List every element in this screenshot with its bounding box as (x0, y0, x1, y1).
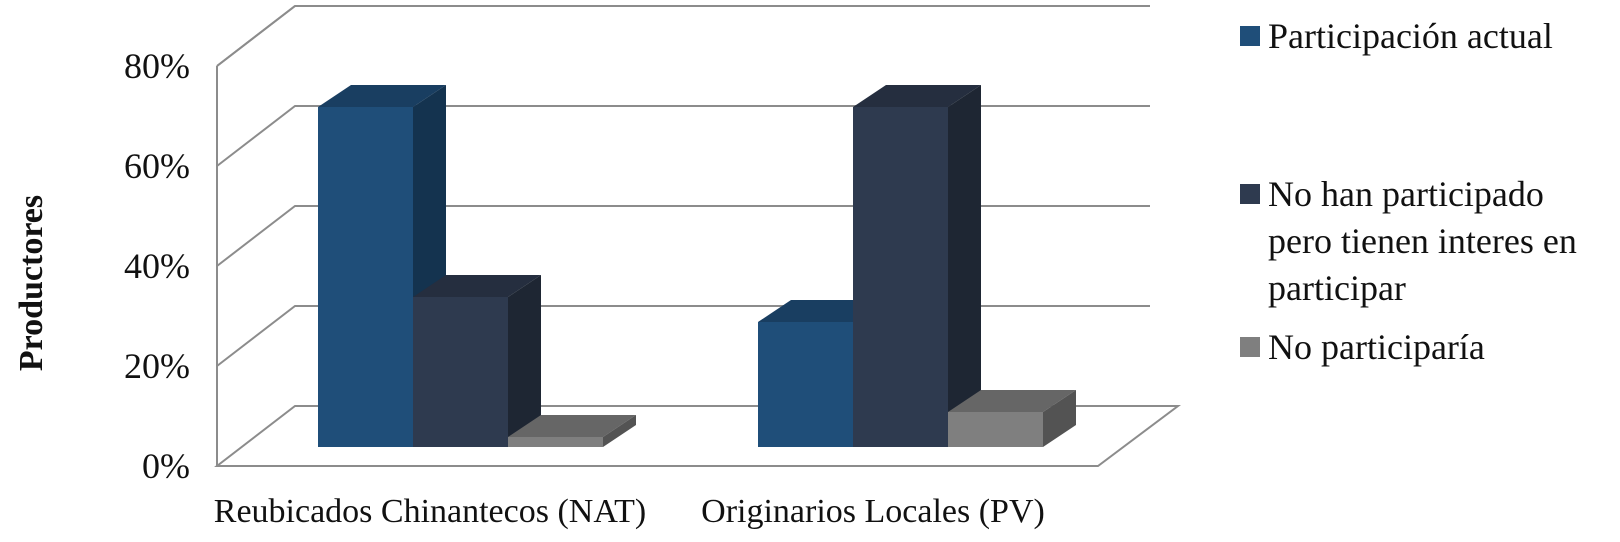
bar (853, 85, 981, 447)
y-axis-label: Productores (13, 195, 50, 371)
legend: Participación actual No han participado pe… (1240, 16, 1577, 367)
bar-top (948, 390, 1076, 412)
y-tick-label: 40% (124, 246, 190, 286)
legend-label: participar (1268, 268, 1406, 308)
legend-item: No han participado pero tienen interes en… (1240, 174, 1577, 308)
bar-front (508, 437, 603, 447)
bar-front (758, 322, 853, 447)
legend-label: pero tienen interes en (1268, 221, 1577, 261)
y-tick-label: 20% (124, 346, 190, 386)
legend-label: No han participado (1268, 174, 1544, 214)
bar-front (853, 107, 948, 447)
bar (413, 275, 541, 447)
bar-front (318, 107, 413, 447)
bar-side (603, 415, 636, 447)
y-tick-label: 60% (124, 146, 190, 186)
x-category-label: Originarios Locales (PV) (701, 493, 1045, 530)
bar-top (853, 85, 981, 107)
legend-item: No participaría (1240, 327, 1485, 367)
floor-outline (214, 405, 1181, 467)
x-category-label: Reubicados Chinantecos (NAT) (214, 493, 646, 530)
bar-side (1043, 390, 1076, 447)
bar-top (318, 85, 446, 107)
y-tick-label: 80% (124, 46, 190, 86)
y-tick-label: 0% (142, 446, 190, 486)
bar-front (948, 412, 1043, 447)
legend-swatch (1240, 26, 1260, 46)
legend-item: Participación actual (1240, 16, 1553, 56)
bar (508, 415, 636, 447)
x-axis-categories: Reubicados Chinantecos (NAT) Originarios … (214, 493, 1045, 530)
bar-side (948, 85, 981, 447)
legend-swatch (1240, 337, 1260, 357)
bars (318, 85, 1076, 447)
bar-side (508, 275, 541, 447)
bar-front (413, 297, 508, 447)
gridline (216, 5, 1150, 67)
bar-top (413, 275, 541, 297)
bar-top (508, 415, 636, 437)
legend-swatch (1240, 184, 1260, 204)
legend-label: Participación actual (1268, 16, 1553, 56)
y-axis-ticks: 0% 20% 40% 60% 80% (124, 46, 190, 486)
legend-label: No participaría (1268, 327, 1485, 367)
bar (948, 390, 1076, 447)
